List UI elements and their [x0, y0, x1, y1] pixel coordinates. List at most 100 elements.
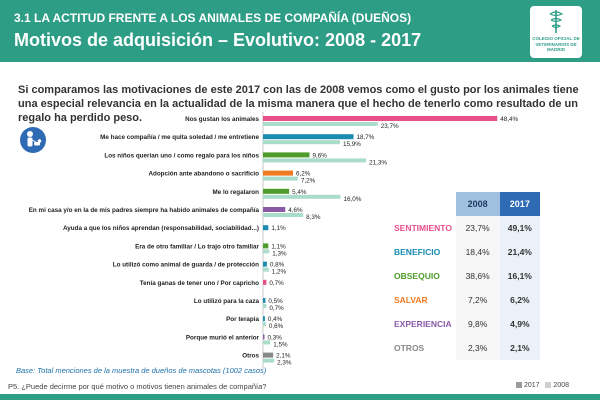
value-label-2017: 0,3%	[268, 334, 283, 341]
summary-value-2017: 4,9%	[499, 312, 540, 336]
bar-2017	[263, 243, 269, 249]
category-label: Lo utilizó para la caza	[194, 298, 260, 305]
intro-paragraph: Si comparamos las motivaciones de este 2…	[18, 84, 579, 124]
category-label: Lo utilizó como animal de guarda / de pr…	[113, 262, 259, 269]
summary-value-2008: 2,3%	[455, 336, 500, 360]
value-label-2008: 8,3%	[306, 214, 321, 221]
summary-row: OTROS 2,3% 2,1%	[390, 336, 540, 360]
summary-row-label: SENTIMIENTO	[394, 223, 452, 233]
legend-label-2017: 2017	[524, 382, 540, 389]
logo-text: COLEGIO OFICIAL DE VETERINARIOS DE MADRI…	[532, 36, 580, 52]
footer-bar	[0, 394, 600, 400]
value-label-2008: 0,6%	[269, 323, 284, 330]
page-title: Motivos de adquisición – Evolutivo: 2008…	[14, 30, 422, 50]
bar-2008	[263, 213, 304, 217]
summary-value-2008: 7,2%	[455, 288, 500, 312]
summary-row: SENTIMIENTO 23,7% 49,1%	[390, 216, 540, 240]
summary-row: OBSEQUIO 38,6% 16,1%	[390, 264, 540, 288]
person-with-pet-icon	[20, 127, 46, 153]
bar-2008	[263, 358, 275, 363]
value-label-2008: 2,3%	[277, 360, 292, 367]
summary-value-2017: 2,1%	[499, 336, 540, 360]
summary-header-2017: 2017	[499, 192, 540, 216]
bar-2017	[263, 316, 265, 322]
bar-2008	[263, 122, 378, 126]
summary-row-label: OBSEQUIO	[394, 271, 440, 281]
summary-row-label: EXPERIENCIA	[394, 319, 452, 329]
bar-2017	[263, 152, 310, 158]
bar-2017	[263, 116, 498, 121]
bar-2017	[263, 207, 286, 212]
value-label-2017: 48,4%	[500, 116, 518, 123]
summary-value-2017: 21,4%	[499, 240, 540, 264]
summary-value-2017: 49,1%	[499, 216, 540, 240]
value-label-2008: 23,7%	[381, 123, 399, 130]
value-label-2017: 0,5%	[268, 298, 283, 305]
legend-label-2008: 2008	[553, 382, 569, 389]
summary-row: SALVAR 7,2% 6,2%	[390, 288, 540, 312]
value-label-2008: 1,3%	[272, 250, 287, 257]
question-note: P5. ¿Puede decirme por qué motivo o moti…	[8, 382, 267, 391]
value-label-2017: 4,6%	[288, 207, 303, 214]
value-label-2017: 2,1%	[276, 353, 291, 360]
summary-row-label: OTROS	[394, 343, 425, 353]
summary-value-2017: 6,2%	[499, 288, 540, 312]
bar-2008	[263, 322, 266, 327]
header-bar: 3.1 LA ACTITUD FRENTE A LOS ANIMALES DE …	[0, 0, 600, 62]
summary-value-2008: 23,7%	[455, 216, 500, 240]
value-label-2008: 7,2%	[301, 178, 316, 185]
value-label-2017: 1,1%	[271, 243, 286, 250]
category-label: Era de otro familiar / Lo trajo otro fam…	[135, 243, 259, 250]
category-label: Adopción ante abandono o sacrificio	[148, 171, 259, 178]
college-logo: COLEGIO OFICIAL DE VETERINARIOS DE MADRI…	[530, 6, 582, 58]
bar-2017	[263, 261, 267, 267]
category-label: Me hace compañía / me quita soledad / me…	[100, 134, 259, 141]
bar-2017	[263, 279, 267, 285]
bar-2017	[263, 170, 294, 176]
chart-legend: 2017 2008	[516, 382, 569, 389]
value-label-2017: 0,4%	[268, 316, 283, 323]
value-label-2017: 1,1%	[271, 225, 286, 232]
bar-2008	[263, 267, 269, 272]
summary-row-label: BENEFICIO	[394, 247, 441, 257]
category-label: En mi casa y/o en la de mis padres siemp…	[29, 207, 260, 214]
bar-2017	[263, 298, 266, 303]
summary-value-2008: 18,4%	[455, 240, 500, 264]
category-label: Porque murió el anterior	[186, 334, 260, 341]
summary-corner	[390, 192, 456, 216]
bar-2008	[263, 340, 271, 345]
summary-value-2008: 9,8%	[455, 312, 500, 336]
value-label-2008: 1,5%	[273, 341, 288, 348]
bar-2017	[263, 188, 290, 194]
value-label-2017: 9,6%	[312, 152, 327, 159]
summary-value-2008: 38,6%	[455, 264, 500, 288]
caduceus-icon	[549, 10, 564, 33]
category-label: Tenía ganas de tener uno / Por capricho	[140, 280, 259, 287]
bar-2008	[263, 249, 270, 254]
bar-2008	[263, 176, 298, 181]
summary-table: 2008 2017 SENTIMIENTO 23,7% 49,1% BENEFI…	[390, 192, 540, 360]
value-label-2017: 18,7%	[357, 134, 375, 141]
category-label: Me lo regalaron	[212, 189, 259, 196]
summary-row-label: SALVAR	[394, 295, 428, 305]
bar-2017	[263, 352, 274, 358]
category-label: Nos gustan los animales	[185, 116, 259, 123]
base-note: Base: Total menciones de la muestra de d…	[16, 366, 267, 375]
value-label-2017: 5,4%	[292, 189, 307, 196]
value-label-2008: 15,9%	[343, 141, 361, 148]
value-label-2017: 0,7%	[269, 280, 284, 287]
bar-2008	[263, 158, 367, 163]
section-subtitle: 3.1 LA ACTITUD FRENTE A LOS ANIMALES DE …	[14, 11, 412, 25]
bar-2017	[263, 334, 265, 340]
category-label: Por terapia	[226, 316, 259, 323]
summary-header-2008: 2008	[455, 192, 500, 216]
value-label-2008: 0,7%	[269, 305, 284, 312]
category-label: Ayuda a que los niños aprendan (responsa…	[63, 225, 259, 232]
bar-2017	[263, 225, 269, 231]
bar-2017	[263, 134, 354, 140]
value-label-2017: 6,2%	[296, 171, 311, 178]
category-label: Otros	[242, 353, 259, 360]
bar-2008	[263, 304, 267, 308]
summary-row: BENEFICIO 18,4% 21,4%	[390, 240, 540, 264]
